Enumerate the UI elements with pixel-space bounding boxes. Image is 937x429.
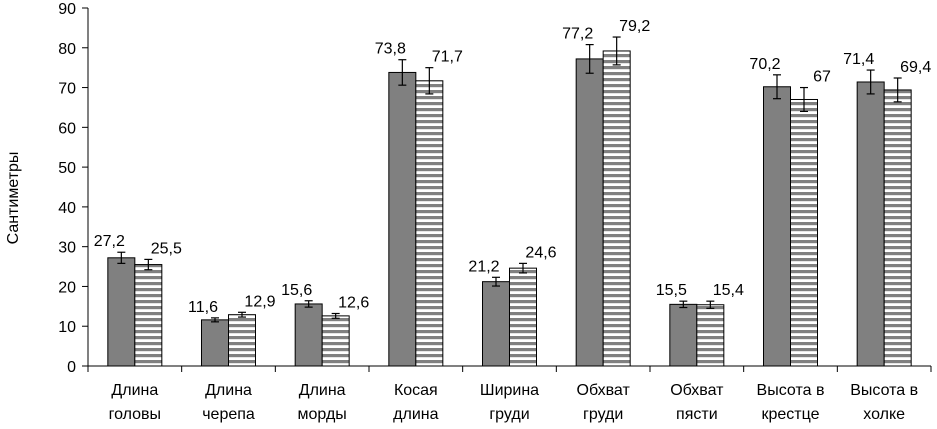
bar <box>696 304 725 367</box>
x-category-label: Длина <box>299 382 346 399</box>
x-category-label: Обхват <box>670 382 724 399</box>
x-category-label: Обхват <box>577 382 631 399</box>
data-label: 79,2 <box>619 18 650 35</box>
x-category-label: черепа <box>202 406 255 423</box>
bar <box>669 303 698 367</box>
x-category-label: крестце <box>761 406 819 423</box>
x-category-label: Длина <box>111 382 158 399</box>
bar <box>602 50 631 367</box>
data-label: 15,6 <box>281 282 312 299</box>
y-tick-label: 60 <box>58 120 76 137</box>
bar <box>321 315 350 367</box>
x-category-label: Высота в <box>757 382 825 399</box>
data-label: 15,5 <box>656 282 687 299</box>
data-label: 73,8 <box>375 41 406 58</box>
x-category-label: холке <box>863 406 905 423</box>
x-category-label: головы <box>109 406 161 423</box>
y-tick-label: 20 <box>58 279 76 296</box>
bar <box>790 98 818 367</box>
y-tick-label: 50 <box>58 160 76 177</box>
data-label: 21,2 <box>468 258 499 275</box>
bar <box>201 319 229 367</box>
data-label: 70,2 <box>749 56 780 73</box>
x-category-label: Высота в <box>850 382 918 399</box>
bar <box>482 281 510 367</box>
data-label: 69,4 <box>900 59 931 76</box>
bar <box>415 80 444 367</box>
data-label: 71,7 <box>432 49 463 66</box>
y-axis-title: Сантиметры <box>5 152 22 245</box>
x-category-label: длина <box>393 406 438 423</box>
y-tick-label: 70 <box>58 81 76 98</box>
y-tick-label: 80 <box>58 41 76 58</box>
data-label: 11,6 <box>188 299 218 316</box>
bar <box>575 58 604 367</box>
bar <box>107 257 136 367</box>
bar <box>883 89 912 367</box>
data-label: 25,5 <box>151 240 182 257</box>
x-category-label: груди <box>583 406 623 423</box>
bar <box>134 264 163 367</box>
x-category-label: Ширина <box>480 382 539 399</box>
x-category-label: пясти <box>676 406 718 423</box>
x-category-label: груди <box>489 406 529 423</box>
bar <box>763 86 791 367</box>
x-category-label: морды <box>298 406 347 423</box>
x-category-label: Косая <box>394 382 438 399</box>
data-label: 12,9 <box>244 293 275 310</box>
data-label: 67 <box>813 69 831 86</box>
data-label: 71,4 <box>843 51 874 68</box>
bar <box>228 314 256 367</box>
plot-area: 0 10 20 30 40 50 60 70 80 90 27,2 25,5 Длина головы 11… <box>58 1 932 423</box>
data-label: 15,4 <box>713 282 744 299</box>
y-tick-label: 10 <box>58 319 76 336</box>
bar <box>388 71 417 367</box>
data-label: 12,6 <box>338 294 369 311</box>
bar <box>509 267 537 367</box>
data-label: 24,6 <box>525 244 556 261</box>
y-tick-label: 30 <box>58 240 76 257</box>
data-label: 77,2 <box>562 26 593 43</box>
bar <box>856 81 885 367</box>
y-tick-label: 40 <box>58 200 76 217</box>
bar <box>294 303 323 367</box>
y-tick-label: 0 <box>67 359 76 376</box>
x-category-label: Длина <box>205 382 252 399</box>
y-tick-label: 90 <box>58 1 76 18</box>
data-label: 27,2 <box>94 233 125 250</box>
